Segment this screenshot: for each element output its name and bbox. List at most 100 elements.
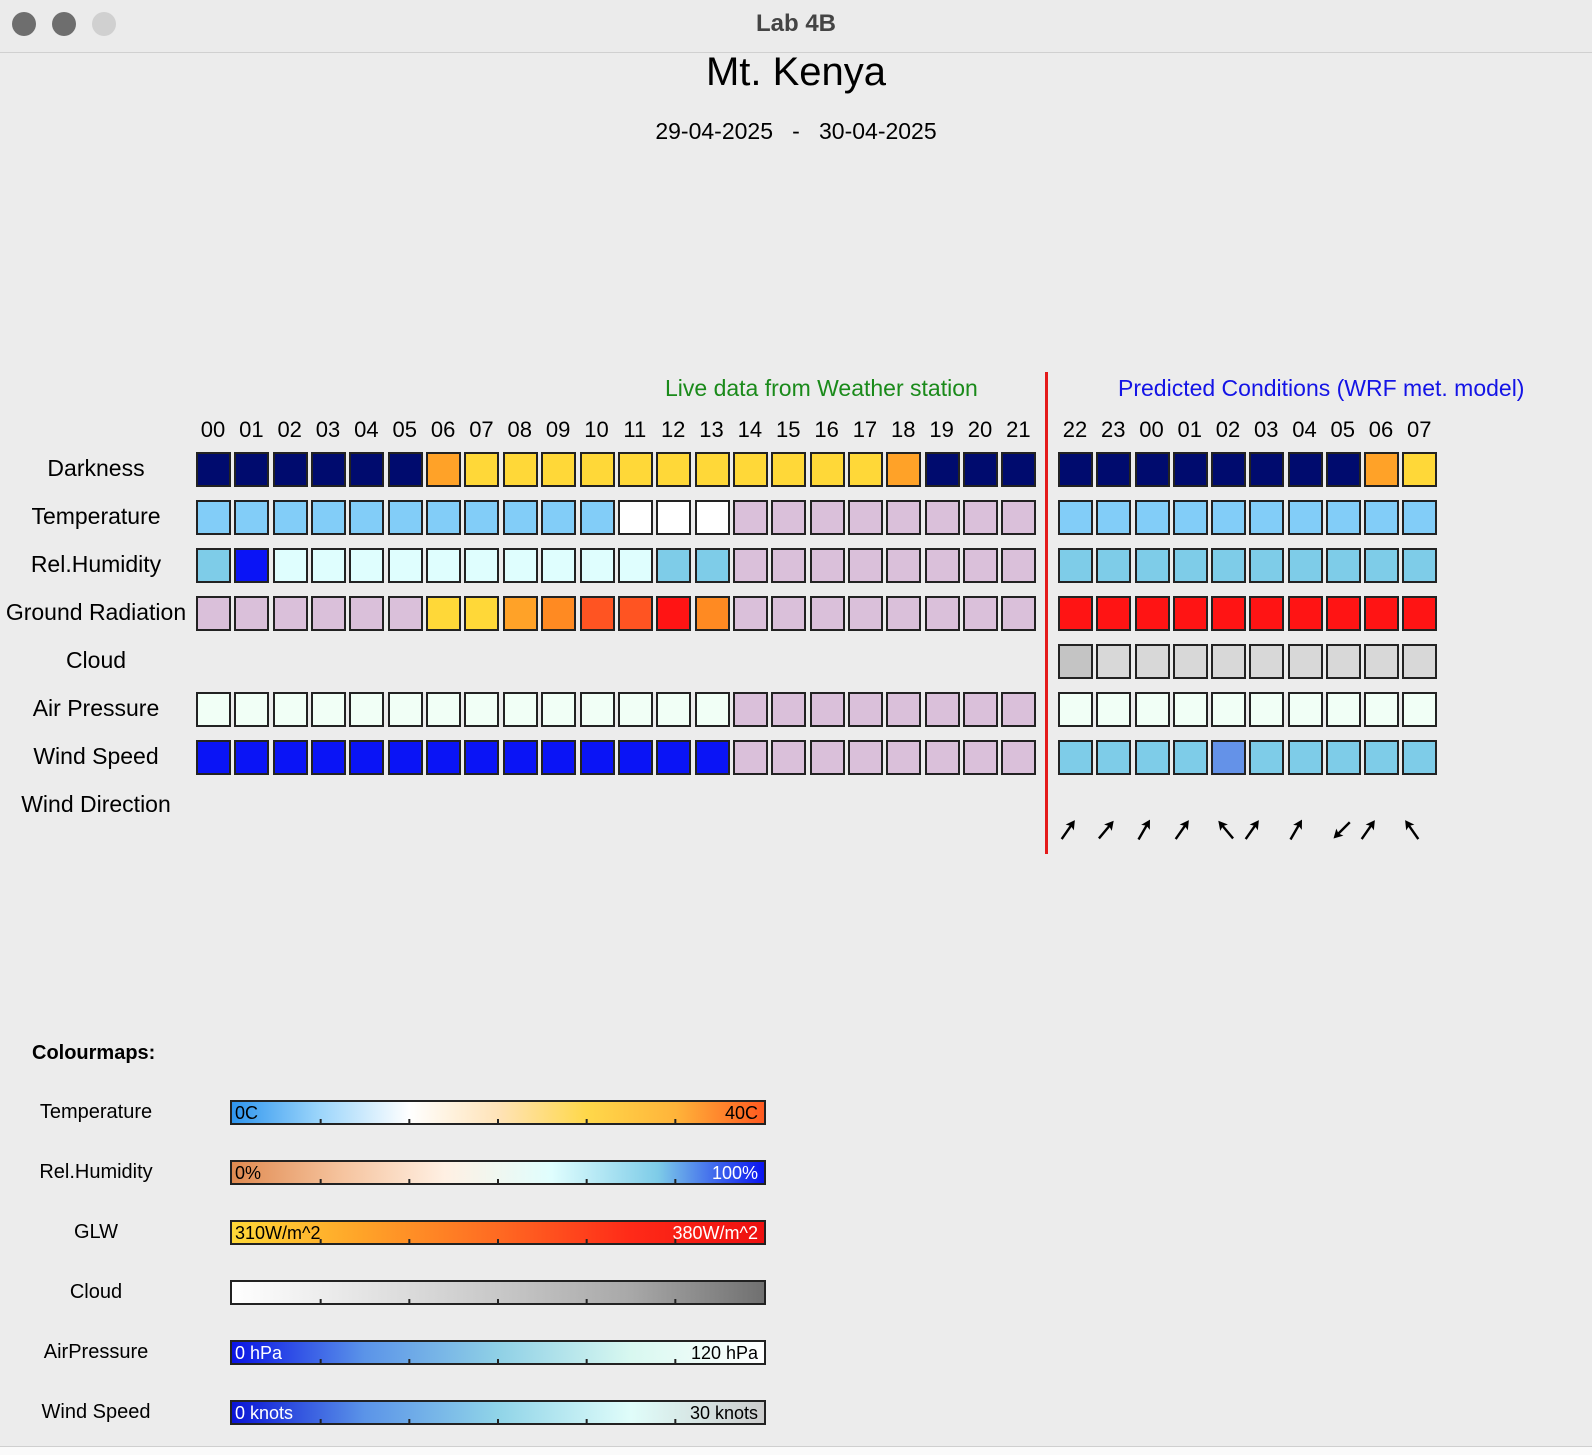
condition-cell <box>541 740 577 775</box>
maximize-window-button[interactable] <box>92 12 116 36</box>
wind-direction-arrow-icon <box>1174 820 1189 840</box>
condition-cell <box>426 452 462 487</box>
condition-cell <box>771 500 807 535</box>
condition-cell <box>387 500 423 535</box>
condition-cell <box>1172 452 1208 487</box>
condition-cell <box>1364 644 1399 679</box>
colourmap-ticks <box>319 1359 677 1365</box>
colourmap-label: Temperature <box>39 1101 153 1123</box>
hour-label: 07 <box>1407 417 1432 442</box>
condition-cell <box>311 596 347 631</box>
wind-direction-arrow-icon <box>1060 820 1075 840</box>
condition-cell <box>1096 452 1132 487</box>
condition-cell <box>809 740 845 775</box>
condition-cell <box>579 452 615 487</box>
condition-cell <box>579 500 615 535</box>
condition-cell <box>732 548 768 583</box>
condition-cell <box>387 740 423 775</box>
condition-cell <box>886 596 922 631</box>
condition-cell <box>234 596 270 631</box>
hour-label: 19 <box>929 417 954 442</box>
wind-direction-arrow-icon <box>1244 820 1259 840</box>
condition-cell <box>1325 548 1361 583</box>
minimize-window-button[interactable] <box>52 12 76 36</box>
condition-cell <box>1325 500 1361 535</box>
condition-cell <box>732 500 768 535</box>
condition-cell <box>387 692 423 727</box>
condition-cell <box>963 692 998 727</box>
condition-cell <box>656 548 692 583</box>
condition-cell <box>1249 500 1285 535</box>
condition-cell <box>1134 596 1170 631</box>
condition-cell <box>579 548 615 583</box>
close-window-button[interactable] <box>12 12 36 36</box>
condition-cell <box>464 452 500 487</box>
condition-cell <box>694 596 730 631</box>
page-title: Mt. Kenya <box>705 50 887 94</box>
condition-cell <box>617 500 653 535</box>
condition-cell <box>272 452 308 487</box>
colourmap-bar: 0C 40C <box>230 1100 766 1125</box>
condition-cell <box>617 692 653 727</box>
condition-cell <box>656 740 692 775</box>
condition-cell <box>426 740 462 775</box>
hour-label: 00 <box>200 417 226 442</box>
condition-cell <box>1001 548 1037 583</box>
colourmap-label: AirPressure <box>43 1341 149 1363</box>
condition-cell <box>349 740 385 775</box>
hour-label: 03 <box>315 417 341 442</box>
condition-cell <box>502 596 538 631</box>
colourmap-max-label: 100% <box>711 1163 758 1183</box>
hour-label: 22 <box>1062 417 1088 442</box>
condition-cell <box>1172 740 1208 775</box>
condition-cell <box>1211 740 1246 775</box>
condition-cell <box>694 452 730 487</box>
condition-cell <box>234 500 270 535</box>
hour-label: 11 <box>623 417 647 442</box>
condition-cell <box>196 740 231 775</box>
condition-cell <box>426 500 462 535</box>
condition-cell <box>349 548 385 583</box>
hour-label: 00 <box>1139 417 1164 442</box>
hour-label: 10 <box>584 417 609 442</box>
condition-cell <box>311 740 347 775</box>
condition-cell <box>464 740 500 775</box>
condition-cell <box>579 596 615 631</box>
condition-cell <box>502 452 538 487</box>
live-data-label: Live data from Weather station <box>665 375 978 401</box>
condition-cell <box>1402 548 1438 583</box>
condition-cell <box>426 596 462 631</box>
row-label: Cloud <box>65 647 127 673</box>
hour-label: 17 <box>852 417 878 442</box>
colourmap-bar: 0 knots 30 knots <box>230 1400 766 1425</box>
condition-cell <box>771 740 807 775</box>
row-label: Rel.Humidity <box>30 551 162 577</box>
condition-cell <box>1325 740 1361 775</box>
hour-label: 14 <box>737 417 763 442</box>
condition-cell <box>847 596 883 631</box>
condition-cell <box>1172 692 1208 727</box>
condition-cell <box>541 548 577 583</box>
condition-cell <box>886 548 922 583</box>
hour-label: 12 <box>660 417 686 442</box>
condition-cell <box>272 500 308 535</box>
condition-cell <box>426 692 462 727</box>
condition-cell <box>541 692 577 727</box>
condition-cell <box>617 548 653 583</box>
condition-cell <box>1287 500 1323 535</box>
hour-label: 23 <box>1101 417 1126 442</box>
condition-cell <box>234 740 270 775</box>
row-label: Ground Radiation <box>5 599 187 625</box>
condition-cell <box>1134 548 1170 583</box>
condition-cell <box>1249 692 1285 727</box>
row-label: Wind Speed <box>33 743 159 769</box>
wind-direction-arrow-icon <box>1289 819 1302 841</box>
condition-cell <box>272 596 308 631</box>
hour-label: 13 <box>699 417 724 442</box>
condition-cell <box>847 500 883 535</box>
hour-label: 04 <box>354 417 379 442</box>
condition-cell <box>1211 692 1246 727</box>
condition-cell <box>349 452 385 487</box>
colourmap-max-label: 30 knots <box>689 1403 758 1423</box>
colourmap-min-label: 0C <box>235 1103 259 1123</box>
